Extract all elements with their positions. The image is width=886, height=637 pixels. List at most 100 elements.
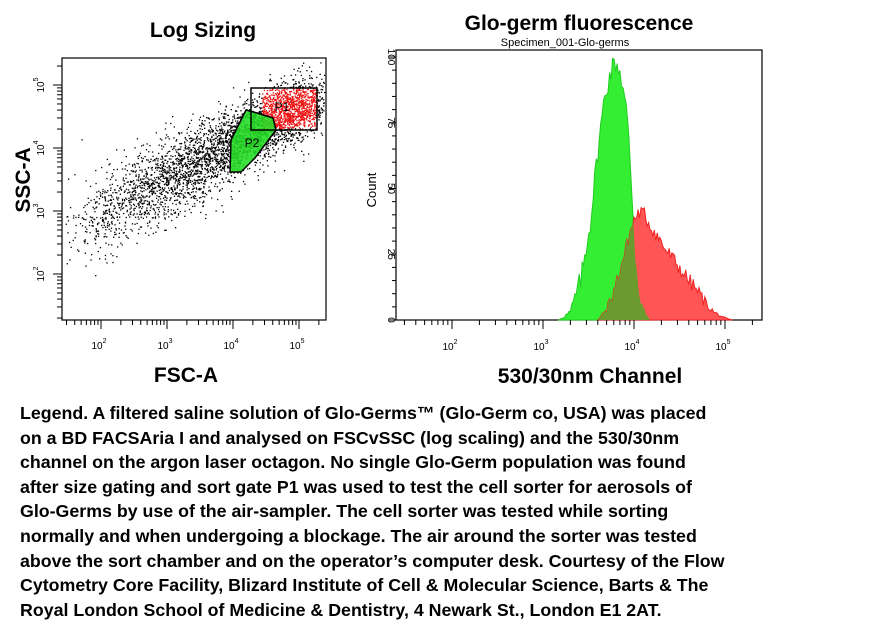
scatter-point [150, 205, 152, 207]
scatter-point [281, 133, 283, 135]
scatter-point [274, 103, 276, 105]
scatter-point [201, 151, 203, 154]
scatter-point [283, 138, 285, 141]
scatter-point [199, 201, 201, 203]
scatter-point [132, 197, 134, 199]
scatter-point [193, 173, 195, 175]
scatter-point [289, 113, 291, 115]
scatter-point [140, 216, 142, 218]
scatter-point [292, 136, 294, 138]
scatter-point [140, 197, 142, 199]
scatter-point [280, 121, 283, 123]
scatter-point [269, 104, 271, 107]
scatter-point [155, 166, 157, 168]
scatter-point [293, 98, 295, 100]
scatter-point [283, 112, 285, 114]
scatter-point [134, 187, 137, 189]
scatter-point [204, 179, 206, 182]
scatter-point [212, 167, 214, 170]
scatter-point [220, 129, 222, 131]
scatter-point [222, 211, 224, 213]
scatter-point [179, 132, 181, 134]
scatter-point [190, 172, 192, 175]
scatter-point [180, 190, 183, 192]
scatter-point [138, 207, 140, 209]
scatter-point [163, 189, 165, 191]
scatter-point [297, 94, 299, 97]
scatter-point [173, 195, 176, 197]
scatter-point [209, 148, 211, 150]
scatter-point [216, 175, 218, 177]
scatter-point [156, 169, 158, 171]
scatter-point [67, 232, 69, 234]
scatter-point [259, 103, 262, 105]
scatter-point [171, 176, 173, 178]
scatter-point [196, 154, 198, 156]
scatter-point [178, 180, 180, 182]
scatter-point [307, 95, 309, 97]
scatter-point [318, 100, 320, 102]
scatter-point [232, 119, 234, 121]
scatter-point [305, 113, 307, 115]
scatter-point [203, 135, 205, 137]
scatter-point [199, 187, 201, 190]
scatter-point [112, 255, 114, 257]
scatter-point [183, 149, 185, 151]
scatter-point [105, 216, 107, 219]
scatter-point [212, 134, 215, 136]
scatter-point [196, 170, 199, 172]
scatter-point [66, 263, 68, 265]
scatter-point [175, 193, 177, 196]
scatter-point [150, 167, 153, 169]
scatter-point [194, 144, 196, 146]
scatter-point [137, 216, 139, 218]
scatter-point [298, 114, 300, 116]
scatter-point [88, 221, 91, 223]
scatter-point [102, 188, 104, 191]
scatter-point [145, 200, 147, 202]
scatter-y-tick-label: 103 [33, 203, 47, 218]
scatter-point [147, 159, 149, 161]
scatter-point [287, 94, 290, 96]
scatter-point [161, 156, 164, 158]
scatter-point [224, 116, 226, 118]
scatter-point [138, 202, 140, 204]
scatter-point [293, 119, 295, 121]
scatter-point [280, 92, 282, 95]
scatter-point [204, 127, 206, 129]
scatter-point [305, 102, 307, 105]
scatter-point [314, 112, 316, 114]
scatter-point [227, 150, 229, 152]
scatter-point [301, 140, 304, 142]
scatter-point [300, 116, 303, 118]
scatter-point [97, 230, 100, 232]
scatter-point [233, 114, 235, 116]
scatter-point [174, 211, 177, 213]
scatter-point [151, 183, 153, 185]
scatter-point [109, 199, 111, 202]
scatter-point [218, 143, 220, 145]
scatter-point [280, 124, 282, 126]
scatter-point [233, 125, 236, 128]
scatter-point [173, 167, 175, 169]
scatter-point [227, 173, 229, 175]
scatter-point [128, 184, 131, 186]
scatter-point [196, 138, 198, 140]
scatter-point [289, 133, 291, 135]
scatter-point [274, 141, 276, 144]
scatter-point [300, 84, 302, 86]
scatter-point [170, 161, 172, 164]
scatter-point [164, 169, 166, 172]
scatter-point [287, 133, 290, 135]
scatter-point [276, 142, 278, 144]
scatter-point [282, 106, 284, 109]
scatter-point [174, 145, 176, 147]
scatter-point [165, 122, 167, 124]
scatter-point [204, 120, 206, 122]
scatter-point [301, 118, 303, 120]
scatter-point [157, 158, 159, 160]
scatter-point [199, 179, 201, 181]
scatter-point [314, 122, 316, 124]
scatter-point [231, 198, 233, 200]
